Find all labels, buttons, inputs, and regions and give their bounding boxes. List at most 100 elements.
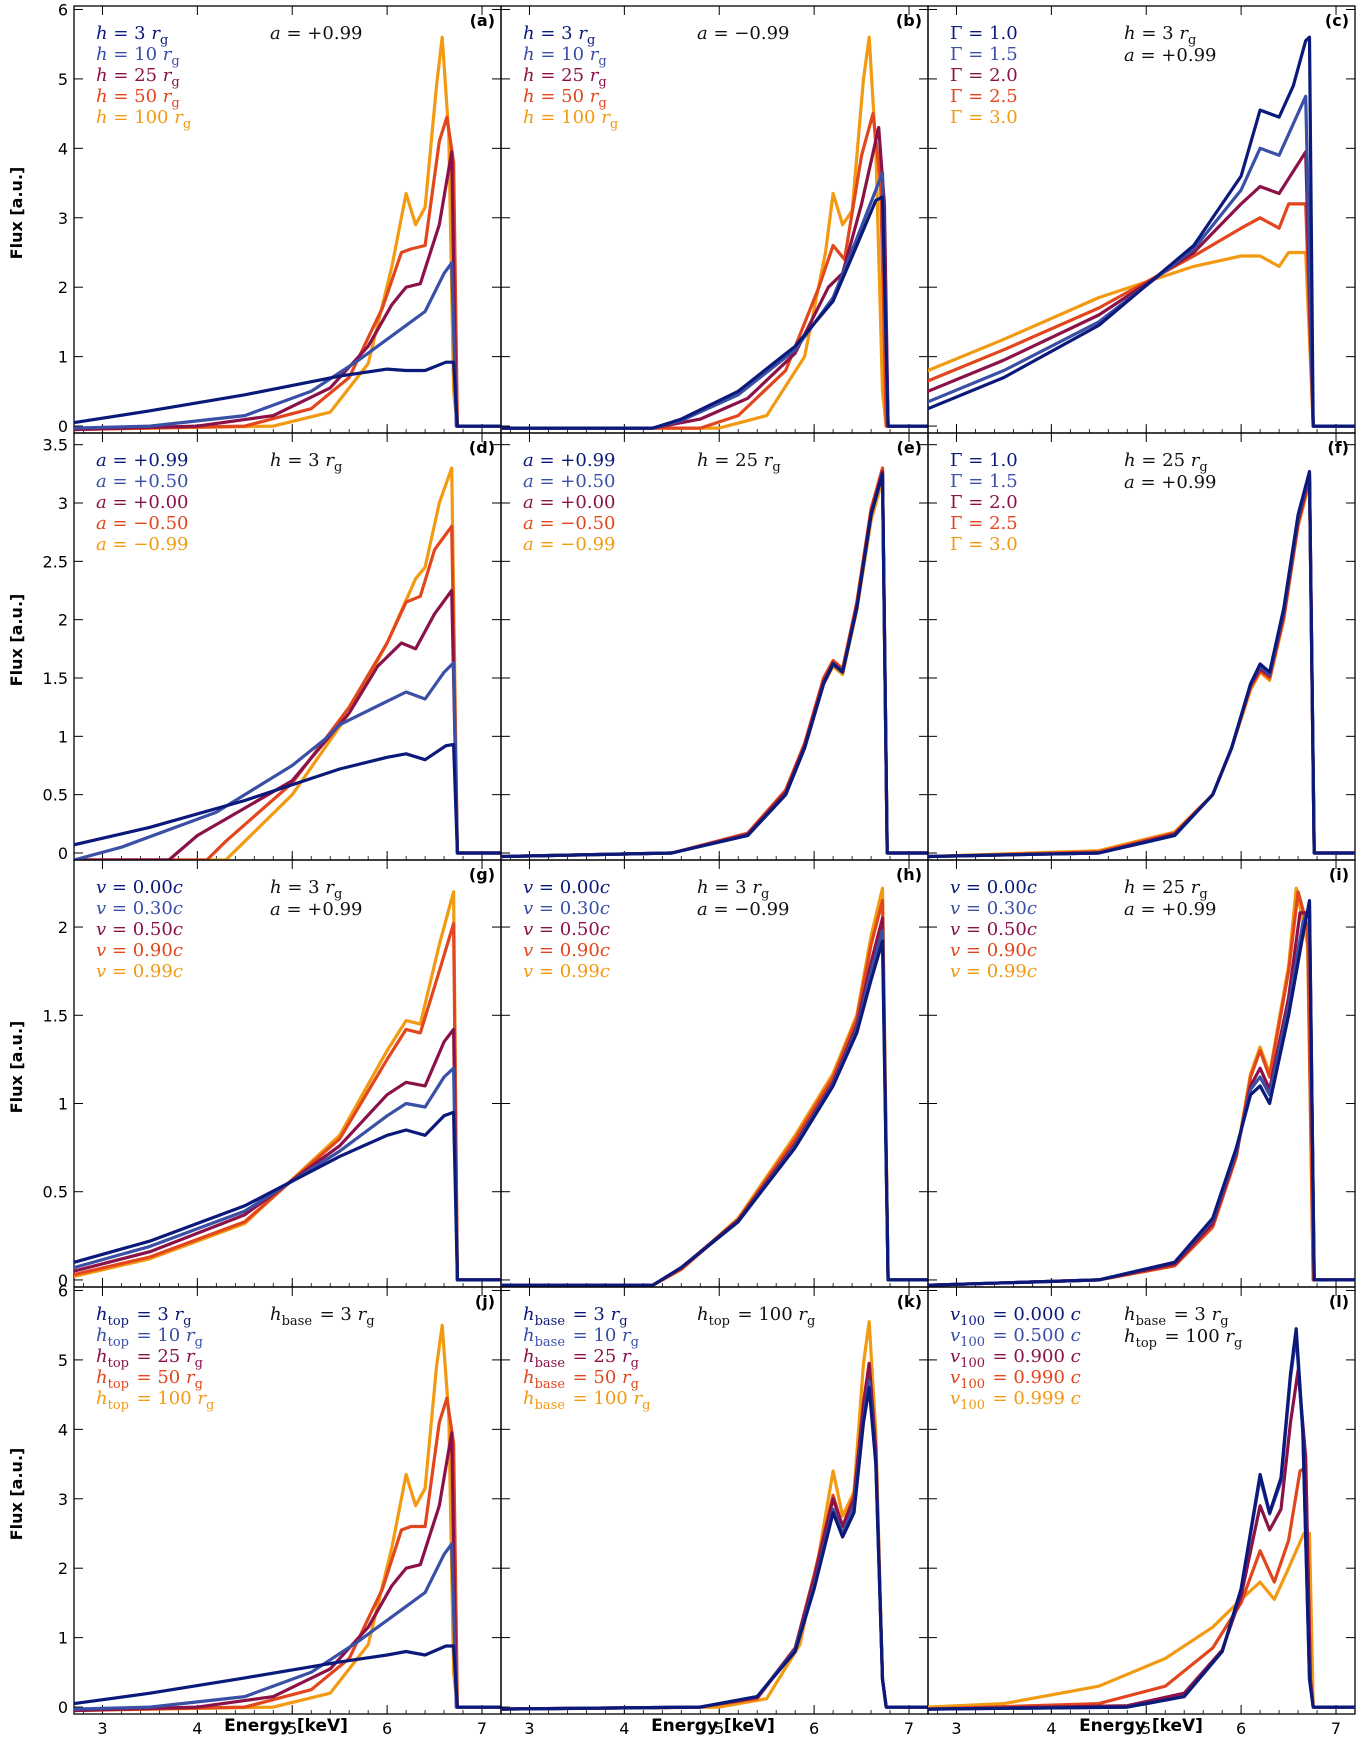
- panel-frame: [927, 1286, 1356, 1715]
- series-line-2: [928, 94, 1355, 428]
- y-tick-label: 4: [58, 1420, 68, 1439]
- x-tick-label: 3: [97, 1719, 107, 1738]
- annotation: a = −0.99: [697, 23, 789, 44]
- series-group: [928, 469, 1355, 859]
- series-line-3: [74, 588, 501, 860]
- x-tick-label: 6: [1236, 1719, 1246, 1738]
- series-line-2: [74, 1066, 501, 1282]
- legend-entry: v = 0.30c: [523, 898, 610, 919]
- panels: 0 1 2 3 4 5 6 (a) h = 3 rg h = 10 rg h = 25 rg h…: [43, 0, 1356, 1738]
- x-tick-label: 6: [809, 1719, 819, 1738]
- legend-entry: h = 100 rg: [523, 107, 620, 132]
- panel-label: (i): [1329, 865, 1349, 884]
- series-group: [501, 35, 928, 430]
- legend-entry: htop = 25 rg: [96, 1346, 205, 1371]
- legend-entry: a = −0.50: [96, 513, 188, 534]
- series-group: [74, 35, 501, 432]
- legend-entry: Γ = 1.5: [950, 44, 1018, 65]
- series-group: [928, 35, 1355, 428]
- series-group: [501, 466, 928, 859]
- legend-entry: h = 25 rg: [523, 65, 609, 90]
- x-axis-label-col1: Energy [keV]: [224, 1716, 348, 1736]
- series-line-3: [74, 150, 501, 432]
- legend-entry: Γ = 1.0: [950, 23, 1018, 44]
- annotation: h = 3 rg: [697, 877, 771, 902]
- legend-entry: v100 = 0.900 c: [950, 1346, 1081, 1371]
- legend-entry: a = −0.50: [523, 513, 615, 534]
- legend-entry: v = 0.30c: [950, 898, 1037, 919]
- y-tick-label: 2: [58, 611, 68, 630]
- legend-entry: a = −0.99: [96, 534, 188, 555]
- legend-entry: v = 0.50c: [950, 919, 1037, 940]
- legend-entry: v = 0.90c: [96, 940, 183, 961]
- legend-entry: v100 = 0.000 c: [950, 1304, 1081, 1329]
- legend-entry: htop = 10 rg: [96, 1325, 205, 1350]
- y-axis-label-row2: Flux [a.u.]: [7, 594, 26, 687]
- series-group: [74, 890, 501, 1282]
- legend-entry: h = 3 rg: [96, 23, 170, 48]
- panel-label: (f): [1327, 438, 1349, 457]
- legend-entry: v = 0.90c: [523, 940, 610, 961]
- panel-label: (b): [896, 11, 922, 30]
- annotation: h = 25 rg: [697, 450, 783, 475]
- series-line-2: [74, 261, 501, 430]
- legend-entry: a = +0.99: [96, 450, 188, 471]
- legend-entry: h = 3 rg: [523, 23, 597, 48]
- series-line-1: [501, 472, 928, 859]
- legend-entry: a = +0.00: [523, 492, 615, 513]
- panel-label: (k): [897, 1292, 922, 1311]
- annotation: htop = 100 rg: [1124, 1326, 1244, 1351]
- series-line-5: [928, 250, 1355, 428]
- series-line-4: [74, 115, 501, 432]
- legend-entry: htop = 50 rg: [96, 1367, 205, 1392]
- y-tick-label: 5: [58, 1351, 68, 1370]
- y-tick-label: 0: [58, 1698, 68, 1717]
- y-tick-label: 1: [58, 1629, 68, 1648]
- y-tick-label: 3: [58, 209, 68, 228]
- x-axis-label-col2: Energy [keV]: [651, 1716, 775, 1736]
- panel-f: (f) Γ = 1.0Γ = 1.5Γ = 2.0Γ = 2.5Γ = 3.0 h …: [927, 432, 1356, 861]
- series-line-1: [928, 35, 1355, 428]
- series-line-4: [74, 524, 501, 860]
- panel-b: (b) h = 3 rg h = 10 rg h = 25 rg h = 50 r…: [500, 5, 929, 434]
- series-line-1: [501, 1386, 928, 1711]
- legend-entry: hbase = 50 rg: [523, 1367, 641, 1392]
- x-tick-label: 3: [951, 1719, 961, 1738]
- annotation: h = 3 rg: [270, 450, 344, 475]
- series-line-4: [928, 1465, 1355, 1711]
- x-tick-label: 4: [619, 1719, 629, 1738]
- legend-entry: a = +0.50: [523, 471, 615, 492]
- legend-entry: htop = 100 rg: [96, 1388, 216, 1413]
- legend-entry: h = 10 rg: [523, 44, 609, 69]
- y-tick-label: 2: [58, 1559, 68, 1578]
- annotation: h = 3 rg: [270, 877, 344, 902]
- legend-entry: v100 = 0.500 c: [950, 1325, 1081, 1350]
- y-tick-label: 2: [58, 918, 68, 937]
- legend-entry: h = 50 rg: [523, 86, 609, 111]
- series-line-1: [74, 1110, 501, 1282]
- legend-entry: hbase = 3 rg: [523, 1304, 629, 1329]
- annotation: a = +0.99: [1124, 45, 1216, 66]
- y-tick-label: 5: [58, 70, 68, 89]
- series-line-5: [928, 1531, 1355, 1709]
- legend-entry: Γ = 2.5: [950, 513, 1018, 534]
- legend-entry: a = −0.99: [523, 534, 615, 555]
- annotation: a = +0.99: [270, 23, 362, 44]
- y-tick-label: 0.5: [43, 1183, 68, 1202]
- legend-entry: Γ = 2.0: [950, 492, 1018, 513]
- series-group: [501, 1320, 928, 1711]
- panel-k: 3 4 5 6 7 (k) hbase = 3 rg hbase = 10 rg hbase…: [500, 1286, 929, 1738]
- annotation: a = −0.99: [697, 899, 789, 920]
- panel-label: (a): [470, 11, 495, 30]
- legend-entry: v = 0.50c: [96, 919, 183, 940]
- series-group: [74, 1323, 501, 1713]
- legend-entry: a = +0.99: [523, 450, 615, 471]
- panel-label: (g): [469, 865, 495, 884]
- legend-entry: hbase = 10 rg: [523, 1325, 641, 1350]
- panel-label: (d): [469, 438, 495, 457]
- legend-entry: h = 25 rg: [96, 65, 182, 90]
